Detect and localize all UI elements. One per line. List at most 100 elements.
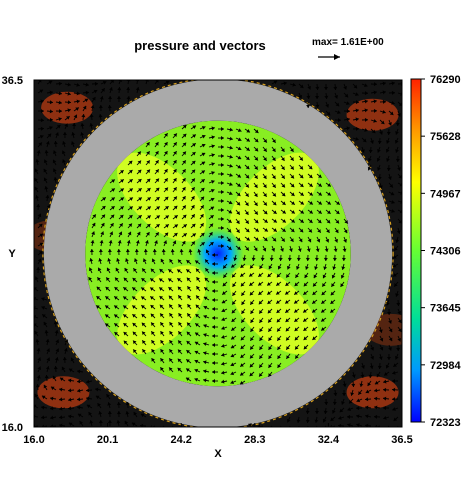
- vector-arrow-shaft: [136, 80, 138, 85]
- vector-arrow-shaft: [113, 322, 120, 328]
- vector-arrow-shaft: [395, 146, 399, 153]
- vector-arrow-shaft: [150, 304, 156, 310]
- vector-arrow-shaft: [150, 322, 156, 328]
- vector-arrow-shaft: [86, 380, 93, 383]
- vector-arrow-shaft: [285, 317, 291, 323]
- vector-arrow-shaft: [150, 330, 156, 337]
- vector-arrow-shaft: [177, 349, 183, 355]
- vector-arrow-shaft: [154, 232, 160, 238]
- vector-arrow-shaft: [298, 182, 304, 188]
- vector-arrow-shaft: [285, 308, 291, 314]
- vector-arrow-shaft: [258, 308, 264, 314]
- vector-arrow-shaft: [226, 218, 232, 224]
- vector-arrow-shaft: [114, 286, 120, 292]
- vector-arrow-shaft: [61, 366, 66, 373]
- vector-arrow-shaft: [324, 407, 327, 415]
- vector-arrow-shaft: [397, 218, 402, 224]
- vector-arrow-shaft: [53, 150, 57, 157]
- vector-arrow-shaft: [154, 150, 159, 157]
- vector-arrow-shaft: [34, 168, 39, 175]
- vector-arrow-shaft: [186, 259, 192, 265]
- vector-arrow-shaft: [73, 100, 80, 103]
- vector-arrow-shaft: [208, 145, 215, 148]
- vector-arrow-shaft: [367, 164, 372, 171]
- vector-arrow-shaft: [125, 258, 129, 265]
- vector-arrow-shaft: [208, 180, 215, 184]
- vector-arrow-shaft: [177, 340, 183, 346]
- vector-arrow-shaft: [370, 146, 372, 154]
- vector-arrow-shaft: [276, 335, 282, 342]
- vector-arrow-shaft: [244, 128, 251, 133]
- vector-arrow-shaft: [99, 113, 102, 121]
- vector-arrow-shaft: [167, 268, 174, 274]
- vector-arrow-shaft: [316, 191, 323, 196]
- vector-arrow-shaft: [271, 155, 276, 162]
- vector-arrow-shaft: [235, 146, 242, 151]
- vector-arrow-shaft: [262, 137, 268, 143]
- vector-arrow-shaft: [280, 164, 285, 171]
- vector-arrow-shaft: [307, 164, 313, 170]
- vector-arrow-shaft: [253, 227, 260, 232]
- vector-arrow-shaft: [68, 415, 75, 418]
- vector-arrow-shaft: [337, 425, 345, 427]
- vector-arrow-shaft: [172, 240, 177, 247]
- vector-arrow-shaft: [294, 281, 300, 287]
- vector-arrow-shaft: [365, 415, 372, 418]
- vector-arrow-shaft: [100, 222, 105, 229]
- vector-arrow-shaft: [239, 362, 246, 368]
- vector-arrow-shaft: [190, 204, 195, 211]
- vector-arrow-shaft: [181, 186, 186, 193]
- colorbar-tick-label: 72323: [430, 417, 461, 429]
- vector-arrow-shaft: [396, 236, 399, 243]
- vector-arrow-shaft: [330, 290, 336, 296]
- vector-arrow-shaft: [181, 224, 188, 229]
- vector-arrow-shaft: [311, 299, 318, 304]
- vector-arrow-shaft: [154, 196, 160, 202]
- vector-arrow-shaft: [261, 254, 264, 262]
- vector-arrow-shaft: [397, 227, 400, 234]
- vector-arrow-shaft: [194, 260, 201, 265]
- vector-arrow-shaft: [271, 200, 277, 206]
- vector-arrow-shaft: [176, 269, 183, 274]
- vector-arrow-shaft: [41, 395, 48, 400]
- vector-arrow-shaft: [334, 200, 341, 206]
- vector-arrow-shaft: [285, 281, 291, 287]
- vector-arrow-shaft: [168, 358, 174, 364]
- vector-arrow-shaft: [199, 126, 206, 130]
- vector-arrow-shaft: [122, 305, 129, 310]
- vector-arrow-shaft: [352, 380, 354, 388]
- vector-arrow-shaft: [253, 155, 259, 161]
- vector-arrow-shaft: [186, 349, 192, 355]
- vector-arrow-shaft: [203, 379, 210, 382]
- pressure-lobe: [117, 152, 207, 242]
- vector-arrow-shaft: [46, 194, 49, 202]
- vector-arrow-shaft: [73, 83, 80, 87]
- vector-arrow-shaft: [364, 398, 372, 401]
- vector-arrow-shaft: [298, 218, 304, 224]
- vector-arrow-shaft: [386, 137, 390, 144]
- vector-arrow-shaft: [115, 267, 120, 274]
- vector-arrow-shaft: [289, 83, 296, 86]
- vector-arrow-shaft: [127, 197, 134, 202]
- vector-arrow-shaft: [235, 245, 241, 251]
- x-tick-label: 24.2: [170, 434, 191, 446]
- vector-arrow-shaft: [379, 91, 386, 94]
- vector-arrow-shaft: [190, 169, 196, 175]
- vector-scale-arrow: [318, 54, 340, 60]
- vector-arrow-shaft: [194, 323, 201, 328]
- vector-arrow-shaft: [190, 178, 196, 184]
- vector-arrow-shaft: [221, 326, 228, 330]
- vector-arrow-shaft: [109, 222, 114, 229]
- vector-arrow-shaft: [178, 321, 183, 328]
- vector-arrow-shaft: [85, 389, 93, 392]
- vector-arrow-shaft: [190, 160, 196, 166]
- vector-arrow-shaft: [172, 232, 178, 238]
- vector-arrow-shaft: [397, 173, 402, 179]
- vector-arrow-shaft: [226, 209, 233, 214]
- vector-arrow-shaft: [280, 146, 285, 153]
- x-tick-label: 16.0: [23, 434, 44, 446]
- vector-arrow-shaft: [132, 331, 138, 337]
- vector-arrow-shaft: [177, 259, 183, 265]
- vector-arrow-shaft: [37, 383, 39, 391]
- vector-arrow-shaft: [271, 227, 278, 232]
